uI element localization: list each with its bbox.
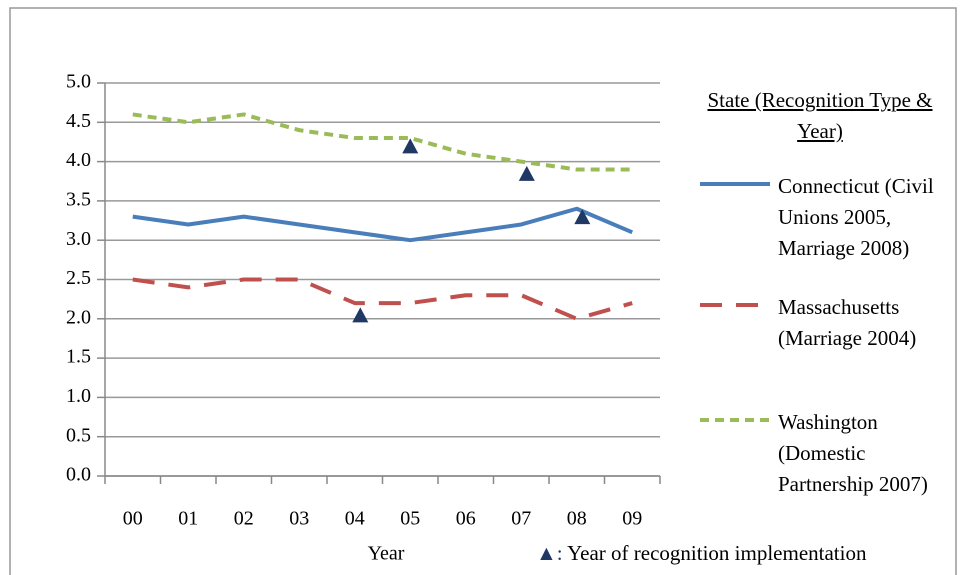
x-tick-label: 09 [622, 508, 642, 530]
y-tick-label: 1.0 [66, 385, 91, 407]
legend-label: Washington (Domestic Partnership 2007) [778, 410, 928, 496]
x-tick-label: 04 [345, 508, 365, 530]
x-tick-label: 01 [178, 508, 198, 530]
x-tick-label: 07 [511, 508, 531, 530]
series-line [132, 112, 633, 172]
recognition-marker [574, 209, 591, 225]
legend-label: Connecticut (Civil Unions 2005, Marriage… [778, 174, 934, 260]
y-tick-label: 1.5 [66, 346, 91, 368]
series-line [132, 277, 633, 321]
y-tick-label: 2.0 [66, 306, 91, 328]
frame [9, 7, 957, 575]
recognition-marker [402, 138, 419, 154]
y-tick-label: 3.0 [66, 228, 91, 250]
recognition-marker [352, 307, 369, 323]
annotation: ▲: Year of recognition implementation [536, 541, 867, 565]
y-tick-label: 4.0 [66, 149, 91, 171]
x-tick-label: 00 [123, 508, 143, 530]
y-tick-label: 4.5 [66, 110, 91, 132]
y-tick-label: 3.5 [66, 188, 91, 210]
x-tick-label: 05 [400, 508, 420, 530]
y-tick-label: 0.0 [66, 464, 91, 486]
x-tick-label: 06 [456, 508, 476, 530]
y-tick-label: 2.5 [66, 267, 91, 289]
recognition-marker [518, 165, 535, 181]
x-tick-label: 03 [289, 508, 309, 530]
legend-label: Massachusetts (Marriage 2004) [778, 295, 917, 350]
series-line [132, 206, 634, 243]
y-tick-label: 0.5 [66, 424, 91, 446]
x-tick-label: 08 [567, 508, 587, 530]
x-axis-label: Year [368, 543, 405, 565]
legend-title: State (Recognition Type & Year) [707, 88, 933, 143]
y-tick-label: 5.0 [66, 71, 91, 93]
x-tick-label: 02 [234, 508, 254, 530]
